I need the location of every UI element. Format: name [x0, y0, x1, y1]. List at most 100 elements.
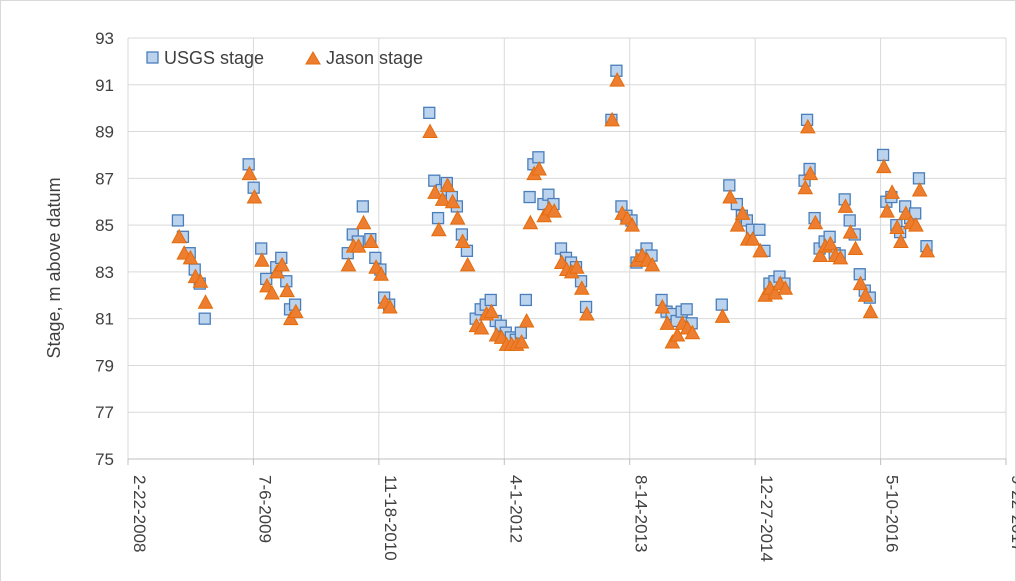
x-tick-label: 8-14-2013 [632, 475, 651, 553]
jason-point [568, 259, 585, 274]
jason-point [847, 240, 864, 255]
jason-point [919, 242, 936, 258]
jason-point [373, 266, 389, 281]
jason-point [264, 284, 280, 300]
jason-point [518, 312, 535, 328]
jason-point [807, 214, 824, 230]
y-tick-label: 87 [95, 169, 114, 188]
jason-point [192, 273, 209, 288]
jason-point [842, 224, 859, 239]
y-tick-label: 83 [95, 263, 114, 282]
jason-point [852, 275, 869, 291]
jason-point [182, 249, 199, 265]
jason-point [578, 305, 595, 321]
jason-point [898, 205, 914, 220]
jason-point [799, 118, 816, 134]
legend-label-jason: Jason stage [326, 48, 423, 68]
y-tick-label: 85 [95, 216, 114, 235]
usgs-point [255, 242, 268, 255]
jason-point [449, 210, 466, 225]
x-tick-label: 11-18-2010 [381, 475, 400, 561]
y-tick-label: 81 [95, 310, 114, 329]
usgs-point [356, 200, 369, 213]
jason-point [282, 310, 299, 326]
jason-point [513, 334, 530, 349]
jason-point [893, 233, 909, 248]
jason-point [654, 298, 671, 314]
jason-point [254, 252, 270, 267]
jason-point [454, 233, 471, 248]
jason-point [832, 249, 849, 265]
jason-point [546, 203, 563, 218]
jason-point [430, 221, 447, 237]
jason-point [659, 315, 676, 330]
jason-point [522, 214, 539, 230]
gridlines [127, 37, 1007, 460]
usgs-point [532, 151, 545, 164]
x-axis: 2-22-2008 7-6-2009 11-18-2010 4-1-2012 8-14-… [127, 458, 1016, 562]
jason-point [241, 165, 258, 181]
jason-point [879, 203, 895, 218]
usgs-point [423, 106, 436, 119]
jason-point [434, 191, 451, 206]
usgs-point [519, 293, 533, 307]
x-tick-label: 12-27-2014 [757, 475, 776, 562]
jason-point [609, 72, 626, 87]
jason-point [802, 165, 819, 181]
usgs-point [723, 179, 736, 192]
jason-point [797, 179, 814, 195]
usgs-point [843, 214, 856, 227]
jason-point [350, 238, 367, 253]
jason-point [473, 319, 490, 335]
jason-point [279, 282, 295, 298]
jason-point [340, 256, 357, 272]
jason-point [427, 184, 443, 199]
legend-label-usgs: USGS stage [164, 48, 264, 68]
jason-point [459, 256, 476, 272]
jason-point [197, 294, 214, 309]
jason-point [875, 158, 892, 174]
jason-point [422, 123, 438, 139]
usgs-point [171, 214, 185, 227]
jason-point [363, 233, 379, 248]
y-axis: 75 77 79 81 83 85 87 89 91 93 [95, 29, 114, 469]
jason-point [382, 298, 398, 314]
jason-point [908, 217, 924, 232]
jason-point [714, 308, 731, 323]
jason-point [837, 198, 854, 213]
jason-point [604, 111, 620, 127]
jason-point [734, 205, 751, 220]
usgs-point [753, 223, 766, 236]
jason-point [439, 177, 456, 192]
usgs-point [198, 312, 211, 325]
legend: USGS stage Jason stage [146, 48, 423, 68]
usgs-point [912, 172, 926, 185]
y-tick-label: 75 [95, 450, 114, 469]
jason-point [355, 214, 372, 230]
jason-point [822, 235, 839, 251]
jason-point [722, 188, 738, 204]
x-tick-label: 5-10-2016 [883, 475, 902, 553]
jason-point [171, 228, 188, 244]
jason-point [531, 160, 547, 176]
jason-point [857, 287, 874, 302]
jason-point [729, 217, 746, 232]
jason-point [752, 242, 768, 258]
jason-point [269, 263, 285, 279]
jason-point [483, 303, 500, 319]
legend-marker-jason [305, 51, 321, 65]
usgs-point [431, 211, 445, 225]
y-tick-label: 79 [95, 356, 114, 375]
jason-point [889, 219, 905, 234]
x-tick-label: 9-22-2017 [1008, 475, 1016, 553]
y-tick-label: 77 [95, 403, 114, 422]
jason-point [884, 184, 900, 199]
jason-point [777, 280, 794, 295]
jason-point [644, 256, 661, 272]
y-axis-title: Stage, m above datum [44, 177, 64, 358]
usgs-point [680, 303, 693, 316]
jason-point [862, 303, 879, 319]
jason-point [684, 324, 701, 340]
